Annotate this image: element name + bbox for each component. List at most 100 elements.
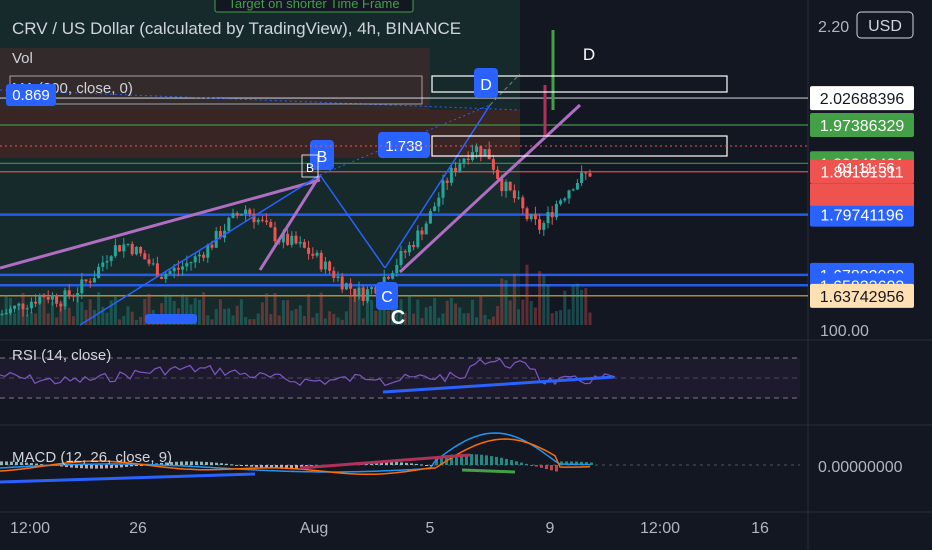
countdown-bg (810, 183, 914, 206)
macd-divergence-red (299, 453, 471, 470)
trend-lines (0, 30, 582, 326)
candle-body (559, 200, 563, 204)
candle-body (361, 287, 365, 301)
candle-body (588, 173, 592, 177)
macd-bar (115, 465, 118, 468)
candle-body (323, 261, 327, 270)
volume-bar (206, 315, 210, 325)
price-tag (810, 112, 914, 137)
trend-line-purple-rise (398, 103, 582, 274)
macd-bar (390, 461, 393, 465)
macd-bar (510, 460, 513, 465)
price-tag-label: 1.88181311 (820, 165, 903, 182)
trend-line-purple (0, 178, 321, 270)
volume-bar (50, 301, 54, 325)
candle-body (441, 180, 445, 198)
marker-d: D (480, 77, 492, 94)
volume-bar (487, 319, 491, 325)
candle-body (538, 219, 542, 230)
volume-bar (239, 299, 243, 325)
volume-bar (391, 308, 395, 325)
macd-bar (275, 465, 278, 469)
candle-body (130, 243, 134, 255)
macd-bar (290, 465, 293, 469)
macd-bar (450, 454, 453, 465)
volume-bar (399, 299, 403, 325)
candle-body (508, 181, 512, 191)
volume-bar (76, 292, 80, 325)
candle-body (550, 212, 554, 218)
candle-body (206, 244, 210, 258)
macd-bar (110, 465, 113, 469)
candle-body (399, 251, 403, 265)
candle-body (193, 256, 197, 263)
candle-body (487, 149, 491, 160)
horizontal-levels (0, 97, 808, 297)
volume-bar (357, 294, 361, 325)
macd-bar (495, 456, 498, 465)
candle-body (449, 167, 453, 183)
rsi-label: RSI (14, close) (12, 347, 111, 364)
macd-bar (160, 462, 163, 465)
volume-bar (202, 292, 206, 325)
macd-bar (575, 461, 578, 465)
macd-bar (65, 465, 68, 468)
macd-bar (75, 465, 78, 468)
target-box-upper[interactable] (431, 75, 728, 93)
candle-body (197, 254, 201, 257)
candle-body (189, 262, 193, 264)
volume-bar (407, 295, 411, 325)
volume-bar (42, 294, 46, 325)
volume-bar (525, 264, 529, 325)
candle-body (38, 295, 42, 304)
rsi-line (0, 358, 616, 387)
macd-bar (405, 462, 408, 465)
candle-body (340, 276, 344, 290)
vol-label: Vol (12, 50, 33, 67)
candle-body (357, 287, 361, 296)
candle-body (84, 279, 88, 282)
candle-body (328, 261, 332, 271)
macd-bar (215, 462, 218, 465)
macd-bar (565, 461, 568, 465)
time-tick: 16 (751, 520, 769, 537)
time-axis: 12:00 26 Aug 5 9 12:00 16 (10, 520, 769, 537)
macd-bar (225, 463, 228, 465)
candle-body (475, 146, 479, 152)
candle-body (139, 246, 143, 254)
volume-bar (416, 299, 420, 325)
candle-body (126, 243, 130, 245)
candle-body (97, 266, 101, 278)
candle-body (210, 244, 214, 248)
pattern-leg-bc (319, 174, 386, 269)
candle-body (147, 259, 151, 264)
price-tag (810, 283, 914, 308)
macd-bar (165, 462, 168, 465)
volume-bar (231, 315, 235, 325)
currency-button[interactable] (856, 11, 914, 39)
price-tag-label: 1.63742956 (820, 289, 905, 306)
volume-bar (361, 318, 365, 325)
volume-bar (29, 312, 33, 325)
volume-bar (84, 309, 88, 325)
volume-bar (500, 278, 504, 325)
candle-body (290, 235, 294, 245)
volume-bar (130, 311, 134, 325)
countdown: 01:11:56 (837, 160, 894, 177)
candle-body (349, 283, 353, 289)
candle-body (374, 287, 378, 294)
candle-body (496, 169, 500, 179)
price-tag-label: 2.02688396 (820, 91, 905, 108)
candle-body (567, 190, 571, 199)
candle-body (4, 312, 8, 315)
macd-bar (200, 461, 203, 465)
candle-body (92, 277, 96, 283)
volume-bar (365, 293, 369, 325)
volume-bar (260, 302, 264, 325)
rsi-divergence-line (382, 375, 615, 394)
volume-bar (554, 311, 558, 325)
candle-body (176, 267, 180, 270)
marker-b-outline (301, 154, 319, 178)
blue-handle[interactable] (145, 314, 197, 324)
